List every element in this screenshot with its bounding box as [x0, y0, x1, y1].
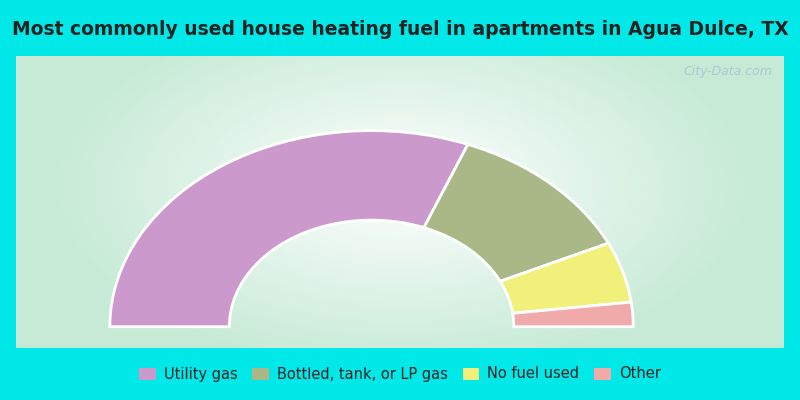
Wedge shape [513, 302, 634, 327]
Text: Most commonly used house heating fuel in apartments in Agua Dulce, TX: Most commonly used house heating fuel in… [12, 20, 788, 39]
Legend: Utility gas, Bottled, tank, or LP gas, No fuel used, Other: Utility gas, Bottled, tank, or LP gas, N… [139, 366, 661, 382]
Wedge shape [424, 144, 608, 281]
Wedge shape [500, 243, 631, 313]
Wedge shape [110, 130, 468, 327]
Text: City-Data.com: City-Data.com [684, 65, 773, 78]
